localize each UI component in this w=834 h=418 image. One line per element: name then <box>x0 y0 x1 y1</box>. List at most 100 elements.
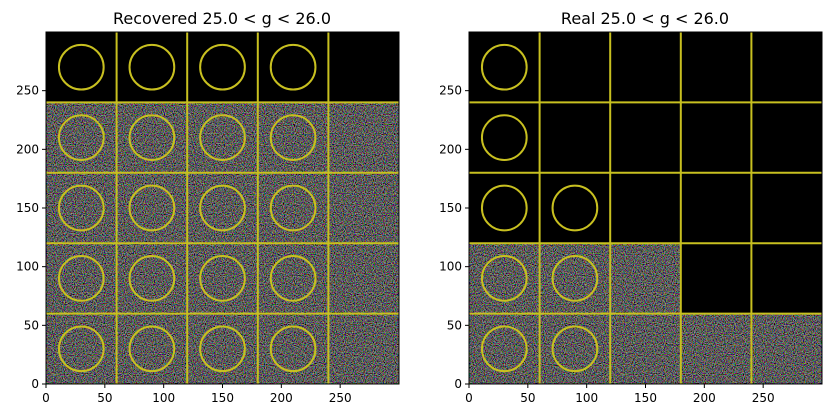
recovered-cell-noise <box>46 172 117 244</box>
recovered-cell-noise <box>46 313 117 384</box>
real-x-tick-label: 200 <box>693 391 716 405</box>
real-x-tick-label: 50 <box>520 391 535 405</box>
recovered-x-tick-label: 250 <box>329 391 352 405</box>
recovered-cell-noise <box>187 102 258 173</box>
recovered-cell-noise <box>257 313 329 384</box>
recovered-aperture-circle <box>128 43 176 91</box>
recovered-cell-bg <box>328 32 399 103</box>
recovered-cell-noise <box>328 313 399 384</box>
real-cell-bg <box>751 172 822 244</box>
real-x-tick-label: 250 <box>752 391 775 405</box>
recovered-cell-noise <box>187 243 258 314</box>
real-aperture-circle <box>480 325 528 373</box>
recovered-x-tick-label: 200 <box>270 391 293 405</box>
recovered-x-tick-label: 150 <box>211 391 234 405</box>
real-cell-noise <box>469 243 540 314</box>
recovered-aperture-circle <box>199 43 246 91</box>
real-cell-bg <box>610 102 681 173</box>
recovered-y-tick-label: 100 <box>16 260 39 274</box>
recovered-cell-noise <box>328 102 399 173</box>
recovered-aperture-circle <box>57 325 105 373</box>
recovered-aperture-circle <box>199 114 246 161</box>
real-cell-bg <box>610 172 681 244</box>
recovered-aperture-circle <box>199 255 246 302</box>
real-aperture-circle <box>480 114 528 161</box>
real-cell-bg <box>680 243 752 314</box>
recovered-y-tick-label: 250 <box>16 84 39 98</box>
recovered-aperture-circle <box>128 325 176 373</box>
recovered-cell-noise <box>46 102 117 173</box>
recovered-aperture-circle <box>57 184 105 232</box>
recovered-cell-noise <box>187 172 258 244</box>
recovered-cell-noise <box>116 102 188 173</box>
real-cell-bg <box>751 243 822 314</box>
real-cell-bg <box>539 172 611 244</box>
real-cell-bg <box>610 32 681 103</box>
real-cell-noise <box>680 313 752 384</box>
real-y-tick-label: 0 <box>454 377 462 391</box>
real-cell-noise <box>539 243 611 314</box>
recovered-aperture-circle <box>128 184 176 232</box>
real-cell-bg <box>539 102 611 173</box>
real-cell-noise <box>539 313 611 384</box>
real-aperture-circle <box>551 325 599 373</box>
recovered-panel-title: Recovered 25.0 < g < 26.0 <box>113 9 331 28</box>
recovered-x-tick-label: 50 <box>97 391 112 405</box>
recovered-cell-noise <box>328 243 399 314</box>
recovered-y-tick-label: 50 <box>24 318 39 332</box>
real-cell-bg <box>680 102 752 173</box>
recovered-aperture-circle <box>57 255 105 302</box>
real-cell-bg <box>680 172 752 244</box>
real-cell-bg <box>469 32 540 103</box>
recovered-cell-bg <box>46 32 117 103</box>
real-cell-bg <box>469 172 540 244</box>
recovered-aperture-circle <box>269 325 317 373</box>
recovered-cell-noise <box>46 243 117 314</box>
real-x-tick-label: 150 <box>634 391 657 405</box>
recovered-aperture-circle <box>57 43 105 91</box>
recovered-cell-noise <box>116 172 188 244</box>
recovered-panel: Recovered 25.0 < g < 26.0 0 50 100 150 200 25… <box>16 9 400 405</box>
recovered-x-tick-label: 100 <box>152 391 175 405</box>
real-x-tick-label: 0 <box>465 391 473 405</box>
real-aperture-circle <box>480 43 528 91</box>
real-aperture-circle <box>480 184 528 232</box>
recovered-y-tick-label: 0 <box>31 377 39 391</box>
real-aperture-circle <box>551 184 599 232</box>
real-y-tick-label: 100 <box>439 260 462 274</box>
recovered-aperture-circle <box>269 255 317 302</box>
recovered-aperture-circle <box>57 114 105 161</box>
real-aperture-circle <box>551 255 599 302</box>
real-cell-noise <box>610 243 681 314</box>
recovered-aperture-circle <box>269 43 317 91</box>
recovered-cell-noise <box>328 172 399 244</box>
real-cell-noise <box>469 313 540 384</box>
real-y-tick-label: 200 <box>439 142 462 156</box>
recovered-aperture-circle <box>269 114 317 161</box>
recovered-y-tick-label: 200 <box>16 142 39 156</box>
recovered-cell-noise <box>187 313 258 384</box>
real-cell-noise <box>610 313 681 384</box>
real-y-tick-label: 250 <box>439 84 462 98</box>
recovered-x-tick-label: 0 <box>42 391 50 405</box>
real-cell-bg <box>680 32 752 103</box>
real-panel: Real 25.0 < g < 26.0 0 50 100 150 200 250 0 50 1… <box>439 9 823 405</box>
recovered-aperture-circle <box>128 114 176 161</box>
recovered-cell-noise <box>257 243 329 314</box>
real-y-tick-label: 50 <box>447 318 462 332</box>
real-cell-bg <box>539 32 611 103</box>
recovered-cell-bg <box>187 32 258 103</box>
recovered-cell-noise <box>116 313 188 384</box>
recovered-cell-noise <box>116 243 188 314</box>
real-cell-noise <box>751 313 822 384</box>
real-y-tick-label: 150 <box>439 201 462 215</box>
real-aperture-circle <box>480 255 528 302</box>
recovered-aperture-circle <box>199 325 246 373</box>
recovered-aperture-circle <box>199 184 246 232</box>
recovered-y-tick-label: 150 <box>16 201 39 215</box>
recovered-cell-bg <box>257 32 329 103</box>
real-panel-title: Real 25.0 < g < 26.0 <box>561 9 729 28</box>
recovered-aperture-circle <box>269 184 317 232</box>
recovered-cell-noise <box>257 172 329 244</box>
